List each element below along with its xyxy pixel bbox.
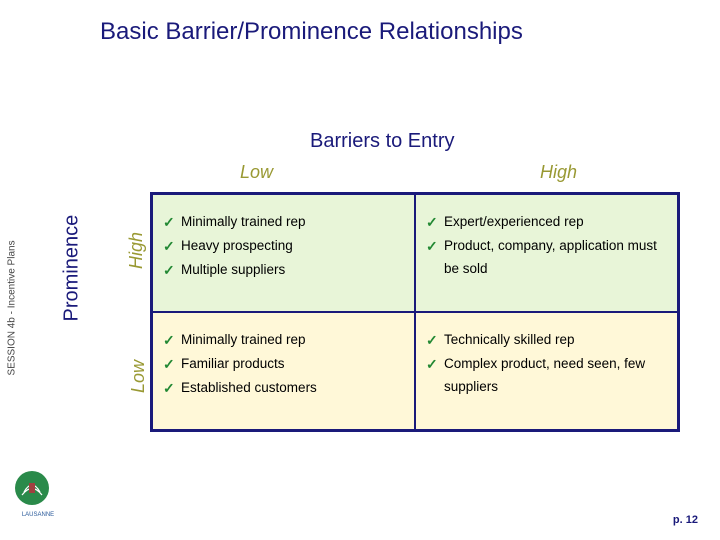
matrix-grid: ✓Minimally trained rep ✓Heavy prospectin… bbox=[150, 192, 680, 432]
list-item: ✓Multiple suppliers bbox=[163, 259, 404, 283]
check-icon: ✓ bbox=[163, 235, 181, 259]
x-axis-title: Barriers to Entry bbox=[310, 130, 454, 153]
check-icon: ✓ bbox=[163, 377, 181, 401]
item-text: Established customers bbox=[181, 377, 317, 400]
check-icon: ✓ bbox=[426, 329, 444, 353]
list-item: ✓Expert/experienced rep bbox=[426, 211, 667, 235]
check-icon: ✓ bbox=[163, 329, 181, 353]
item-text: Product, company, application must be so… bbox=[444, 235, 667, 281]
list-item: ✓Technically skilled rep bbox=[426, 329, 667, 353]
list-item: ✓Minimally trained rep bbox=[163, 211, 404, 235]
list-item: ✓Minimally trained rep bbox=[163, 329, 404, 353]
check-icon: ✓ bbox=[163, 353, 181, 377]
check-icon: ✓ bbox=[163, 211, 181, 235]
x-axis-high-label: High bbox=[540, 162, 577, 183]
item-text: Minimally trained rep bbox=[181, 211, 306, 234]
y-axis-low-label: Low bbox=[128, 360, 149, 393]
check-icon: ✓ bbox=[426, 211, 444, 235]
cell-low-prominence-high-barrier: ✓Technically skilled rep ✓Complex produc… bbox=[415, 312, 678, 430]
list-item: ✓Familiar products bbox=[163, 353, 404, 377]
item-text: Multiple suppliers bbox=[181, 259, 285, 282]
list-item: ✓Established customers bbox=[163, 377, 404, 401]
list-item: ✓Heavy prospecting bbox=[163, 235, 404, 259]
page-title: Basic Barrier/Prominence Relationships bbox=[100, 18, 523, 46]
item-text: Familiar products bbox=[181, 353, 285, 376]
item-text: Complex product, need seen, few supplier… bbox=[444, 353, 667, 399]
lausanne-logo: LAUSANNE bbox=[12, 468, 64, 520]
page-number: p. 12 bbox=[673, 514, 698, 526]
item-text: Heavy prospecting bbox=[181, 235, 293, 258]
y-axis-high-label: High bbox=[126, 232, 147, 269]
check-icon: ✓ bbox=[426, 353, 444, 377]
x-axis-low-label: Low bbox=[240, 162, 273, 183]
check-icon: ✓ bbox=[426, 235, 444, 259]
session-label: SESSION 4b - Incentive Plans bbox=[7, 240, 18, 375]
cell-low-prominence-low-barrier: ✓Minimally trained rep ✓Familiar product… bbox=[152, 312, 415, 430]
list-item: ✓Product, company, application must be s… bbox=[426, 235, 667, 281]
cell-high-prominence-low-barrier: ✓Minimally trained rep ✓Heavy prospectin… bbox=[152, 194, 415, 312]
list-item: ✓Complex product, need seen, few supplie… bbox=[426, 353, 667, 399]
cell-high-prominence-high-barrier: ✓Expert/experienced rep ✓Product, compan… bbox=[415, 194, 678, 312]
check-icon: ✓ bbox=[163, 259, 181, 283]
item-text: Expert/experienced rep bbox=[444, 211, 584, 234]
item-text: Minimally trained rep bbox=[181, 329, 306, 352]
item-text: Technically skilled rep bbox=[444, 329, 575, 352]
y-axis-title: Prominence bbox=[61, 215, 84, 322]
svg-text:LAUSANNE: LAUSANNE bbox=[22, 512, 54, 518]
